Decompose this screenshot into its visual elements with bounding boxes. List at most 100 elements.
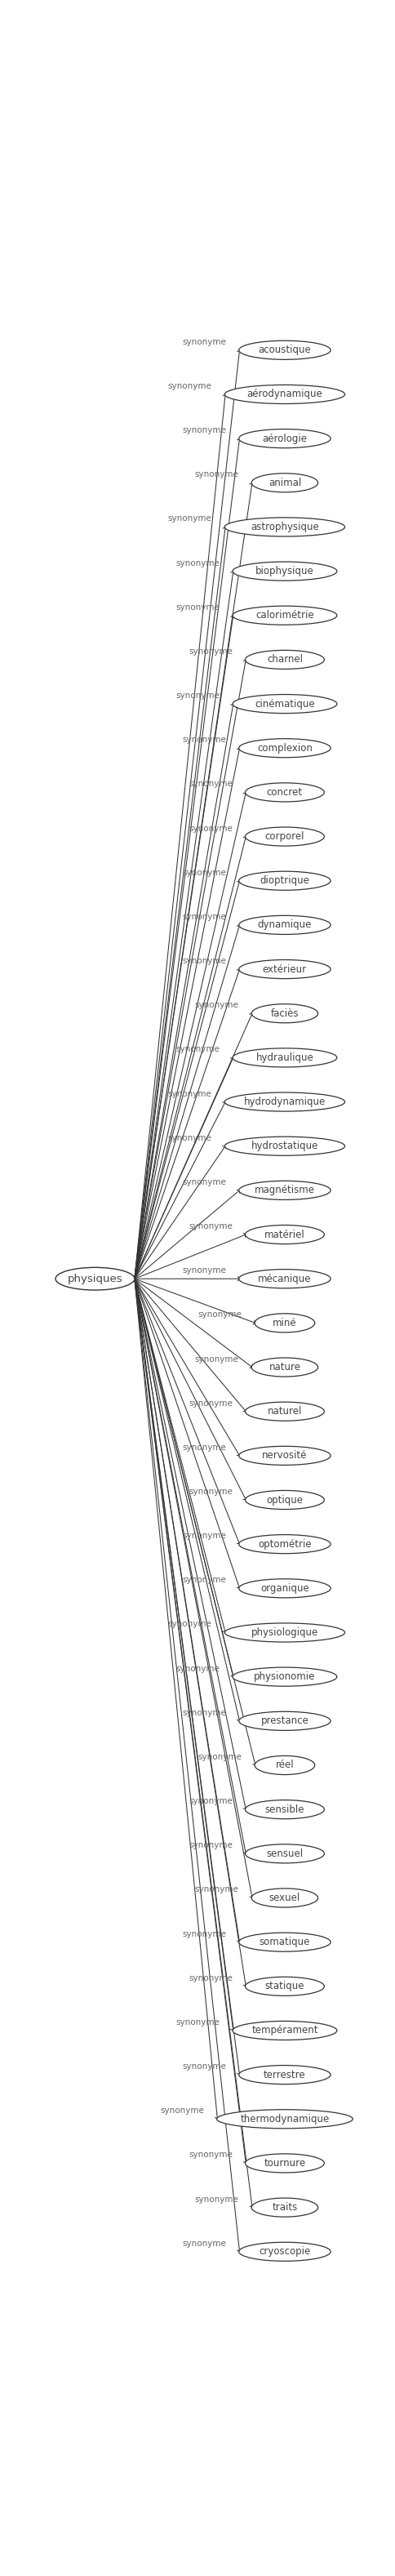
Ellipse shape xyxy=(239,1932,330,1953)
Text: synonyme: synonyme xyxy=(198,1311,241,1319)
Text: biophysique: biophysique xyxy=(255,567,313,577)
Text: calorimétrie: calorimétrie xyxy=(255,611,313,621)
Ellipse shape xyxy=(239,739,330,757)
Ellipse shape xyxy=(224,518,344,536)
Text: synonyme: synonyme xyxy=(182,1708,226,1718)
Text: cinématique: cinématique xyxy=(254,698,314,708)
Text: nature: nature xyxy=(268,1363,300,1373)
Ellipse shape xyxy=(251,474,317,492)
Text: synonyme: synonyme xyxy=(175,690,219,701)
Text: synonyme: synonyme xyxy=(182,1177,226,1185)
Text: synonyme: synonyme xyxy=(194,1355,238,1363)
Ellipse shape xyxy=(251,1888,317,1906)
Text: prestance: prestance xyxy=(260,1716,308,1726)
Ellipse shape xyxy=(239,430,330,448)
Text: matériel: matériel xyxy=(264,1229,305,1239)
Text: synonyme: synonyme xyxy=(182,737,226,744)
Ellipse shape xyxy=(232,696,336,714)
Ellipse shape xyxy=(239,1180,330,1200)
Text: thermodynamique: thermodynamique xyxy=(240,2115,329,2125)
Text: synonyme: synonyme xyxy=(175,603,219,611)
Ellipse shape xyxy=(245,783,324,801)
Text: synonyme: synonyme xyxy=(198,1752,241,1762)
Text: terrestre: terrestre xyxy=(263,2069,305,2079)
Text: synonyme: synonyme xyxy=(194,1002,238,1010)
Text: physiques: physiques xyxy=(67,1273,122,1283)
Text: optique: optique xyxy=(266,1494,303,1504)
Text: synonyme: synonyme xyxy=(175,1046,219,1054)
Ellipse shape xyxy=(224,384,344,404)
Text: synonyme: synonyme xyxy=(175,559,219,567)
Text: réel: réel xyxy=(275,1759,293,1770)
Text: synonyme: synonyme xyxy=(182,2239,226,2249)
Ellipse shape xyxy=(245,1801,324,1819)
Ellipse shape xyxy=(239,2066,330,2084)
Text: synonyme: synonyme xyxy=(182,956,226,966)
Ellipse shape xyxy=(55,1267,134,1291)
Text: synonyme: synonyme xyxy=(182,1577,226,1584)
Text: synonyme: synonyme xyxy=(160,2107,203,2115)
Text: complexion: complexion xyxy=(256,742,312,752)
Ellipse shape xyxy=(239,1579,330,1597)
Text: synonyme: synonyme xyxy=(194,2195,238,2202)
Text: synonyme: synonyme xyxy=(188,824,232,832)
Text: corporel: corporel xyxy=(264,832,304,842)
Ellipse shape xyxy=(239,2241,330,2262)
Ellipse shape xyxy=(232,562,336,580)
Ellipse shape xyxy=(245,649,324,670)
Text: aérodynamique: aérodynamique xyxy=(246,389,322,399)
Ellipse shape xyxy=(254,1757,314,1775)
Text: synonyme: synonyme xyxy=(182,1443,226,1450)
Text: extérieur: extérieur xyxy=(262,963,306,974)
Ellipse shape xyxy=(245,1226,324,1244)
Ellipse shape xyxy=(251,1358,317,1376)
Text: synonyme: synonyme xyxy=(182,1929,226,1937)
Text: synonyme: synonyme xyxy=(175,2020,219,2027)
Ellipse shape xyxy=(224,1623,344,1641)
Text: synonyme: synonyme xyxy=(188,1842,232,1850)
Text: synonyme: synonyme xyxy=(182,2063,226,2071)
Text: tempérament: tempérament xyxy=(251,2025,317,2035)
Text: somatique: somatique xyxy=(259,1937,310,1947)
Text: astrophysique: astrophysique xyxy=(250,523,318,533)
Ellipse shape xyxy=(245,1976,324,1996)
Ellipse shape xyxy=(216,2110,352,2128)
Text: physionomie: physionomie xyxy=(254,1672,315,1682)
Text: tournure: tournure xyxy=(263,2159,305,2169)
Ellipse shape xyxy=(224,1092,344,1110)
Ellipse shape xyxy=(245,1401,324,1422)
Ellipse shape xyxy=(239,961,330,979)
Text: nervosité: nervosité xyxy=(261,1450,307,1461)
Text: synonyme: synonyme xyxy=(188,781,232,788)
Text: synonyme: synonyme xyxy=(182,868,226,876)
Text: mécanique: mécanique xyxy=(258,1273,311,1283)
Text: sensible: sensible xyxy=(264,1803,304,1814)
Text: animal: animal xyxy=(268,477,301,487)
Ellipse shape xyxy=(239,914,330,935)
Text: synonyme: synonyme xyxy=(182,1533,226,1540)
Text: organique: organique xyxy=(260,1584,308,1595)
Text: synonyme: synonyme xyxy=(188,1399,232,1406)
Text: concret: concret xyxy=(266,788,302,799)
Text: dioptrique: dioptrique xyxy=(260,876,309,886)
Text: sexuel: sexuel xyxy=(269,1893,300,1904)
Text: acoustique: acoustique xyxy=(258,345,310,355)
Text: aérologie: aérologie xyxy=(262,433,307,443)
Ellipse shape xyxy=(245,1492,324,1510)
Text: magnétisme: magnétisme xyxy=(254,1185,314,1195)
Text: faciès: faciès xyxy=(270,1007,298,1018)
Ellipse shape xyxy=(254,1314,314,1332)
Text: charnel: charnel xyxy=(266,654,302,665)
Text: synonyme: synonyme xyxy=(194,1886,238,1893)
Ellipse shape xyxy=(232,1048,336,1066)
Text: physiologique: physiologique xyxy=(251,1628,318,1638)
Ellipse shape xyxy=(239,1270,330,1288)
Ellipse shape xyxy=(251,2197,317,2218)
Text: synonyme: synonyme xyxy=(167,381,211,389)
Text: synonyme: synonyme xyxy=(175,1664,219,1672)
Ellipse shape xyxy=(239,340,330,361)
Ellipse shape xyxy=(239,1710,330,1731)
Ellipse shape xyxy=(232,605,336,626)
Ellipse shape xyxy=(239,871,330,891)
Ellipse shape xyxy=(245,1844,324,1862)
